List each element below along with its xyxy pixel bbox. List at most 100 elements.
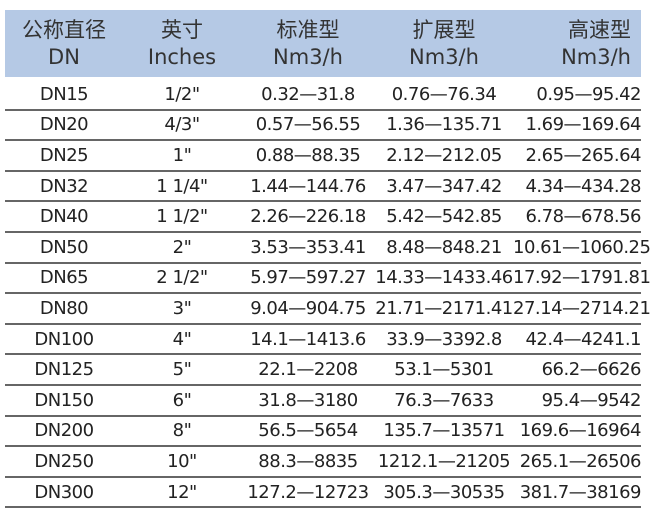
cell-nominal-diameter: DN20 xyxy=(39,114,89,136)
table-body: DN15 1/2" 0.32—31.8 0.76—76.34 0.95—95.42 DN2… xyxy=(5,77,650,509)
header-nominal-diameter-zh: 公称直径 xyxy=(22,17,106,42)
table-row: DN32 1 1/4" 1.44—144.76 3.47—347.42 4.34—434… xyxy=(5,172,642,203)
cell-standard-flow: 0.32—31.8 xyxy=(261,83,355,105)
cell-extended-flow: 3.47—347.42 xyxy=(386,175,502,197)
header-high-speed-flow-zh: 高速型 xyxy=(568,17,631,42)
table-row: DN15 1/2" 0.32—31.8 0.76—76.34 0.95—95.42 xyxy=(5,80,642,111)
cell-nominal-diameter: DN150 xyxy=(34,389,94,411)
cell-standard-flow: 56.5—5654 xyxy=(258,420,358,442)
cell-nominal-diameter: DN25 xyxy=(39,144,89,166)
cell-nominal-diameter: DN125 xyxy=(34,359,94,381)
table-row: DN100 4" 14.1—1413.6 33.9—3392.8 42.4—4241.1 xyxy=(5,325,642,356)
cell-extended-flow: 305.3—30535 xyxy=(383,481,505,503)
table-row: DN300 12" 127.2—12723 305.3—30535 381.7—3816… xyxy=(5,478,642,509)
header-nominal-diameter-en: DN xyxy=(48,44,80,69)
header-inches: 英寸 Inches xyxy=(123,10,241,77)
flow-range-table: 公称直径 DN 英寸 Inches 标准型 Nm3/h 扩展型 Nm3/h 高速型 Nm3/h D… xyxy=(5,10,650,509)
cell-standard-flow: 127.2—12723 xyxy=(247,481,369,503)
cell-inches: 1 1/2" xyxy=(156,206,208,228)
table-row: DN40 1 1/2" 2.26—226.18 5.42—542.85 6.78—678… xyxy=(5,202,642,233)
cell-high-speed-flow: 17.92—1791.81 xyxy=(513,267,650,289)
cell-high-speed-flow: 0.95—95.42 xyxy=(536,83,641,105)
cell-high-speed-flow: 381.7—38169 xyxy=(519,481,642,503)
header-extended-flow-en: Nm3/h xyxy=(409,44,479,69)
cell-extended-flow: 5.42—542.85 xyxy=(386,206,502,228)
cell-high-speed-flow: 95.4—9542 xyxy=(541,389,642,411)
cell-standard-flow: 3.53—353.41 xyxy=(250,236,366,258)
header-standard-flow-en: Nm3/h xyxy=(273,44,343,69)
table-row: DN80 3" 9.04—904.75 21.71—2171.41 27.14—2714… xyxy=(5,294,650,325)
table-row: DN65 2 1/2" 5.97—597.27 14.33—1433.46 17.92—… xyxy=(5,264,650,295)
cell-inches: 4" xyxy=(172,328,192,350)
cell-standard-flow: 0.57—56.55 xyxy=(255,114,361,136)
cell-nominal-diameter: DN40 xyxy=(39,206,89,228)
cell-extended-flow: 33.9—3392.8 xyxy=(386,328,502,350)
header-standard-flow-zh: 标准型 xyxy=(276,17,340,42)
cell-inches: 2 1/2" xyxy=(156,267,208,289)
cell-standard-flow: 9.04—904.75 xyxy=(250,297,366,319)
cell-inches: 4/3" xyxy=(164,114,200,136)
cell-nominal-diameter: DN300 xyxy=(34,481,94,503)
table-row: DN150 6" 31.8—3180 76.3—7633 95.4—9542 xyxy=(5,386,642,417)
table-row: DN20 4/3" 0.57—56.55 1.36—135.71 1.69—169.64 xyxy=(5,111,642,142)
header-high-speed-flow-en: Nm3/h xyxy=(561,44,631,69)
cell-nominal-diameter: DN80 xyxy=(39,297,89,319)
cell-extended-flow: 1212.1—21205 xyxy=(377,450,511,472)
cell-inches: 1/2" xyxy=(164,83,200,105)
cell-extended-flow: 8.48—848.21 xyxy=(386,236,502,258)
cell-standard-flow: 2.26—226.18 xyxy=(250,206,366,228)
header-extended-flow: 扩展型 Nm3/h xyxy=(375,10,513,77)
cell-nominal-diameter: DN250 xyxy=(34,450,94,472)
header-standard-flow: 标准型 Nm3/h xyxy=(241,10,375,77)
cell-extended-flow: 135.7—13571 xyxy=(383,420,505,442)
cell-extended-flow: 1.36—135.71 xyxy=(386,114,502,136)
cell-high-speed-flow: 10.61—1060.25 xyxy=(513,236,650,258)
cell-high-speed-flow: 2.65—265.64 xyxy=(525,144,641,166)
header-high-speed-flow: 高速型 Nm3/h xyxy=(513,10,641,77)
cell-high-speed-flow: 4.34—434.28 xyxy=(525,175,641,197)
cell-nominal-diameter: DN200 xyxy=(34,420,94,442)
table-row: DN25 1" 0.88—88.35 2.12—212.05 2.65—265.64 xyxy=(5,141,642,172)
cell-high-speed-flow: 6.78—678.56 xyxy=(525,206,641,228)
cell-inches: 1 1/4" xyxy=(156,175,208,197)
table-row: DN50 2" 3.53—353.41 8.48—848.21 10.61—1060.2… xyxy=(5,233,650,264)
cell-extended-flow: 21.71—2171.41 xyxy=(375,297,513,319)
cell-extended-flow: 2.12—212.05 xyxy=(386,144,502,166)
header-inches-en: Inches xyxy=(147,44,217,69)
cell-extended-flow: 53.1—5301 xyxy=(394,359,494,381)
table-row: DN250 10" 88.3—8835 1212.1—21205 265.1—26506 xyxy=(5,447,642,478)
cell-extended-flow: 0.76—76.34 xyxy=(391,83,497,105)
cell-extended-flow: 14.33—1433.46 xyxy=(375,267,513,289)
cell-inches: 5" xyxy=(172,359,192,381)
header-extended-flow-zh: 扩展型 xyxy=(412,17,476,42)
cell-high-speed-flow: 66.2—6626 xyxy=(541,359,642,381)
cell-inches: 6" xyxy=(172,389,192,411)
cell-extended-flow: 76.3—7633 xyxy=(394,389,494,411)
cell-standard-flow: 0.88—88.35 xyxy=(255,144,361,166)
table-row: DN200 8" 56.5—5654 135.7—13571 169.6—16964 xyxy=(5,417,642,448)
cell-high-speed-flow: 42.4—4241.1 xyxy=(525,328,641,350)
cell-inches: 1" xyxy=(172,144,192,166)
cell-inches: 10" xyxy=(167,450,197,472)
cell-inches: 3" xyxy=(172,297,192,319)
header-inches-zh: 英寸 xyxy=(161,17,203,42)
table-header: 公称直径 DN 英寸 Inches 标准型 Nm3/h 扩展型 Nm3/h 高速型 Nm3/h xyxy=(5,10,641,77)
cell-nominal-diameter: DN15 xyxy=(39,83,89,105)
cell-nominal-diameter: DN50 xyxy=(39,236,89,258)
header-nominal-diameter: 公称直径 DN xyxy=(5,10,123,77)
cell-high-speed-flow: 1.69—169.64 xyxy=(525,114,641,136)
cell-inches: 8" xyxy=(172,420,192,442)
cell-standard-flow: 31.8—3180 xyxy=(258,389,358,411)
cell-standard-flow: 22.1—2208 xyxy=(258,359,358,381)
cell-high-speed-flow: 265.1—26506 xyxy=(519,450,642,472)
table-row: DN125 5" 22.1—2208 53.1—5301 66.2—6626 xyxy=(5,355,642,386)
cell-standard-flow: 88.3—8835 xyxy=(258,450,358,472)
cell-high-speed-flow: 169.6—16964 xyxy=(519,420,642,442)
cell-standard-flow: 5.97—597.27 xyxy=(250,267,366,289)
cell-standard-flow: 14.1—1413.6 xyxy=(250,328,366,350)
cell-standard-flow: 1.44—144.76 xyxy=(250,175,366,197)
cell-high-speed-flow: 27.14—2714.21 xyxy=(513,297,650,319)
cell-inches: 12" xyxy=(167,481,197,503)
cell-nominal-diameter: DN100 xyxy=(34,328,94,350)
cell-inches: 2" xyxy=(172,236,192,258)
